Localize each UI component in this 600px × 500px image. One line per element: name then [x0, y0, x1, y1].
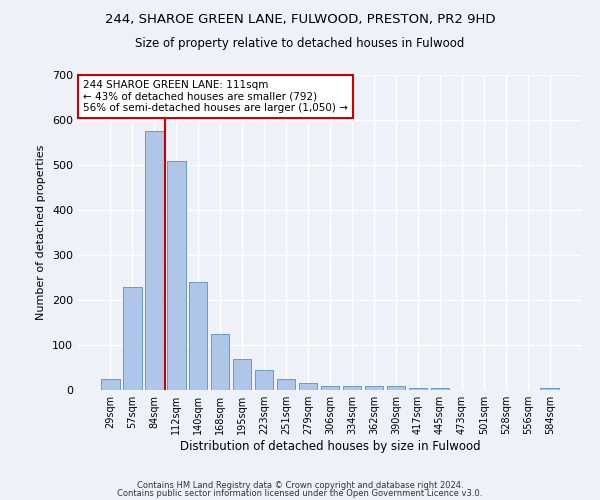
Bar	[343, 386, 361, 390]
Bar	[101, 379, 119, 390]
Bar	[541, 388, 559, 390]
Bar	[255, 370, 274, 390]
Y-axis label: Number of detached properties: Number of detached properties	[37, 145, 46, 320]
Bar	[233, 358, 251, 390]
Bar	[409, 388, 427, 390]
Bar	[123, 286, 142, 390]
Bar	[145, 131, 164, 390]
Bar	[386, 386, 405, 390]
X-axis label: Distribution of detached houses by size in Fulwood: Distribution of detached houses by size …	[179, 440, 481, 453]
Text: Contains HM Land Registry data © Crown copyright and database right 2024.: Contains HM Land Registry data © Crown c…	[137, 481, 463, 490]
Bar	[299, 383, 317, 390]
Text: 244, SHAROE GREEN LANE, FULWOOD, PRESTON, PR2 9HD: 244, SHAROE GREEN LANE, FULWOOD, PRESTON…	[105, 12, 495, 26]
Bar	[365, 386, 383, 390]
Text: Size of property relative to detached houses in Fulwood: Size of property relative to detached ho…	[136, 38, 464, 51]
Bar	[189, 282, 208, 390]
Bar	[431, 388, 449, 390]
Text: 244 SHAROE GREEN LANE: 111sqm
← 43% of detached houses are smaller (792)
56% of : 244 SHAROE GREEN LANE: 111sqm ← 43% of d…	[83, 80, 348, 113]
Bar	[277, 379, 295, 390]
Text: Contains public sector information licensed under the Open Government Licence v3: Contains public sector information licen…	[118, 488, 482, 498]
Bar	[320, 386, 340, 390]
Bar	[211, 334, 229, 390]
Bar	[167, 160, 185, 390]
